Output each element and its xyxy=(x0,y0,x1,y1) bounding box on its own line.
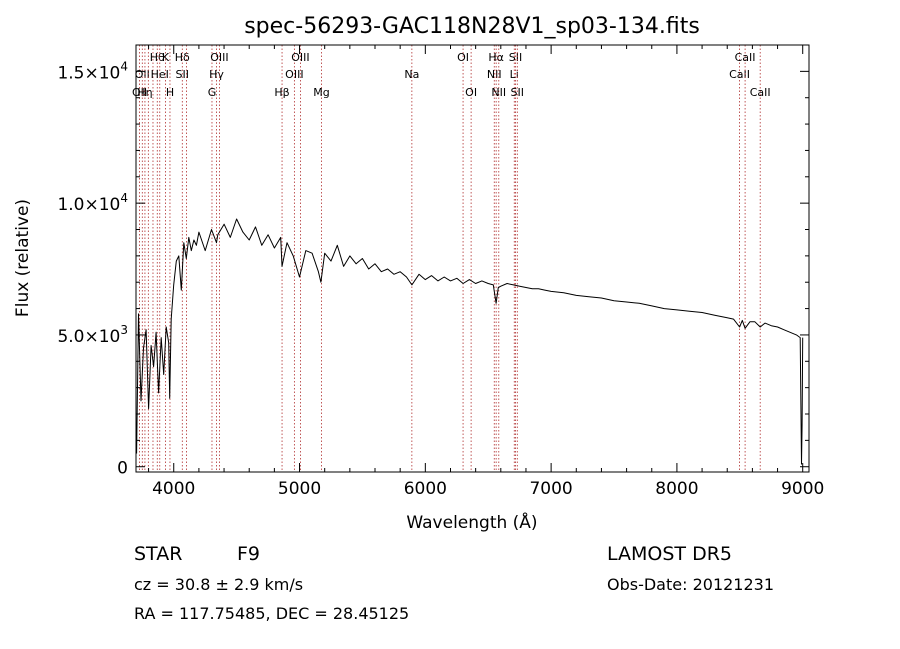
spectral-line-label: NII xyxy=(487,68,502,81)
y-tick-label: 1.0×104 xyxy=(57,191,128,215)
spectral-line-label: CaII xyxy=(750,86,771,99)
spectral-line-label: OIII xyxy=(210,51,228,64)
spectral-line-label: Mg xyxy=(313,86,329,99)
x-axis-ticks: 4000 5000 6000 7000 8000 9000 xyxy=(148,45,824,499)
survey-name: LAMOST DR5 xyxy=(607,543,732,565)
spectral-line-label: Hη xyxy=(137,86,152,99)
y-axis-label: Flux (relative) xyxy=(13,199,33,317)
x-tick-label: 4000 xyxy=(152,479,195,499)
object-type: STAR xyxy=(134,543,182,565)
spectral-line-label: K xyxy=(162,51,170,64)
spectral-line-label: Hβ xyxy=(274,86,289,99)
obs-date-text: Obs-Date: 20121231 xyxy=(607,575,774,594)
spectral-line-label: G xyxy=(208,86,217,99)
spectral-line-label: Hα xyxy=(488,51,504,64)
chart-title: spec-56293-GAC118N28V1_sp03-134.fits xyxy=(244,14,700,39)
y-tick-label: 5.0×103 xyxy=(57,323,128,347)
spectral-line-label: SII xyxy=(511,86,524,99)
spectral-line-label: Li xyxy=(510,68,519,81)
spectral-line-label: Na xyxy=(404,68,419,81)
y-tick-label: 1.5×104 xyxy=(57,59,128,83)
y-axis-ticks: 0 5.0×103 1.0×104 1.5×104 xyxy=(57,44,809,479)
spectrum-line xyxy=(136,218,804,465)
x-tick-label: 6000 xyxy=(404,479,447,499)
spectral-line-label: OII xyxy=(135,68,150,81)
redshift-text: cz = 30.8 ± 2.9 km/s xyxy=(134,575,303,594)
spectral-line-label: HeI xyxy=(151,68,169,81)
coords-text: RA = 117.75485, DEC = 28.45125 xyxy=(134,604,409,623)
plot-frame xyxy=(135,44,810,473)
x-tick-label: 9000 xyxy=(781,479,824,499)
x-tick-label: 5000 xyxy=(278,479,321,499)
footer-info: STAR F9 LAMOST DR5 cz = 30.8 ± 2.9 km/s … xyxy=(134,543,774,623)
spectral-line-label: H xyxy=(166,86,174,99)
spectral-line-label: CaII xyxy=(729,68,750,81)
spectral-line-label: OI xyxy=(457,51,469,64)
x-tick-label: 8000 xyxy=(655,479,698,499)
spectral-line-label: Hδ xyxy=(175,51,190,64)
spectral-line-label: OIII xyxy=(285,68,303,81)
spectral-line-label: OI xyxy=(465,86,477,99)
spectral-line-label: CaII xyxy=(735,51,756,64)
spectral-line-label: NII xyxy=(491,86,506,99)
x-tick-label: 7000 xyxy=(529,479,572,499)
x-axis-label: Wavelength (Å) xyxy=(406,511,537,533)
spectral-line-label: SII xyxy=(176,68,189,81)
spectral-line-label: OIII xyxy=(291,51,309,64)
spectral-line-label: Hθ xyxy=(150,51,165,64)
spectral-line-markers: OIIOIIHηHθHeIKHHδSIIGHγOIIIHβOIIIOIIIMgN… xyxy=(132,45,771,472)
spectral-line-label: Hγ xyxy=(209,68,224,81)
spectrum-series xyxy=(136,218,804,465)
spectral-line-label: SII xyxy=(509,51,522,64)
y-tick-label: 0 xyxy=(117,459,128,479)
spectral-subclass: F9 xyxy=(237,543,260,565)
